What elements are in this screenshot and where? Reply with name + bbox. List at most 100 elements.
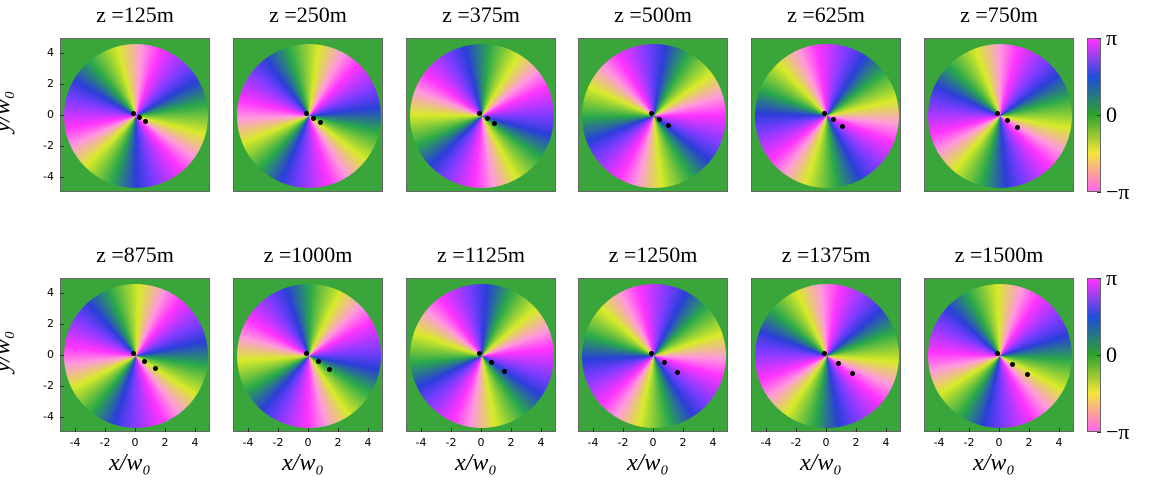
colorbar-tick-label: −π [1106,179,1130,204]
colorbar-tick-label: π [1106,25,1118,50]
y-tick [60,416,64,418]
vortex-core [1024,372,1030,378]
vortex-core [675,369,681,375]
vortex-core [501,368,507,374]
x-tick [451,428,452,432]
y-tick-label: 0 [47,348,54,361]
x-tick-label: -4 [415,436,427,449]
x-tick-label: 2 [852,436,860,449]
vortex-core [649,111,654,116]
colorbar-tick-label: 0 [1106,342,1117,367]
x-axis-label: x/w₀ [627,450,669,476]
vortex-core [1015,125,1020,130]
panel-title: z =1125m [437,242,525,267]
x-tick [683,428,684,432]
vortex-core [1005,118,1010,123]
colorbar-tick-label: π [1106,265,1118,290]
phase-map [578,38,728,192]
x-tick [1059,428,1060,432]
panel-title: z =1375m [781,242,871,267]
panel-title: z =1000m [263,242,353,267]
panel-title: z =625m [787,2,865,27]
vortex-core [315,359,321,365]
colorbar-tick [1097,192,1101,193]
phase-map [578,278,728,432]
x-tick-label: 4 [191,436,199,449]
y-tick-label: -2 [43,138,54,152]
y-tick [60,176,64,178]
colorbar-tick [1097,278,1101,279]
x-tick-label: -4 [933,436,945,449]
x-tick [135,428,136,432]
x-tick [653,428,654,432]
x-tick [308,428,309,432]
x-tick-label: 0 [995,436,1003,449]
x-tick [541,428,542,432]
colorbar-tick [1097,38,1101,39]
y-tick [60,115,64,116]
x-tick [248,428,249,432]
x-tick-label: 0 [822,436,830,449]
y-tick-label: 0 [47,108,54,121]
x-tick-label: -2 [272,436,284,449]
x-tick-label: -2 [617,436,629,449]
vortex-core [137,115,142,120]
x-tick [939,428,940,432]
vortex-core [131,111,136,116]
phase-map [406,278,556,432]
x-tick [826,428,827,432]
x-tick-label: 4 [709,436,717,449]
vortex-core [665,122,671,128]
colorbar-tick [1097,115,1101,116]
vortex-core [304,351,309,356]
x-tick [593,428,594,432]
panel-title: z =250m [269,2,347,27]
y-tick [60,293,64,295]
panel-title: z =1500m [954,242,1044,267]
x-tick-label: 2 [679,436,687,449]
vortex-core [489,359,495,365]
x-tick-label: -2 [99,436,111,449]
phase-map [233,278,383,432]
x-tick [165,428,166,432]
x-tick [766,428,767,432]
y-tick [60,84,64,86]
y-tick [60,145,64,147]
y-tick-label: 4 [47,46,54,60]
vortex-core [657,116,663,122]
y-axis-label: y/w₀ [0,90,16,133]
x-tick-label: 4 [1055,436,1063,449]
vortex-core [822,111,827,116]
vortex-core [327,367,333,373]
x-tick [481,428,482,432]
colorbar-tick [1097,355,1101,356]
x-tick [278,428,279,432]
y-tick-label: 4 [47,286,54,300]
panel-title: z =375m [442,2,520,27]
x-tick-label: 2 [1025,436,1033,449]
vortex-phase [64,44,208,188]
phase-map [233,38,383,192]
y-tick-label: -4 [43,169,54,183]
panel-title: z =1250m [608,242,698,267]
x-axis-label: x/w₀ [800,450,842,476]
y-tick-label: 2 [47,77,54,91]
vortex-core [831,117,837,123]
x-tick [421,428,422,432]
x-tick [969,428,970,432]
x-tick [105,428,106,432]
x-tick [75,428,76,432]
x-tick-label: -2 [963,436,975,449]
vortex-core [484,116,490,122]
x-tick [511,428,512,432]
phase-map [406,38,556,192]
x-tick [713,428,714,432]
vortex-core [840,123,846,129]
vortex-core [822,351,827,356]
vortex-phase [407,279,555,431]
y-tick [60,324,64,326]
panel-title: z =500m [614,2,692,27]
phase-map [924,278,1074,432]
x-tick-label: 0 [131,436,139,449]
